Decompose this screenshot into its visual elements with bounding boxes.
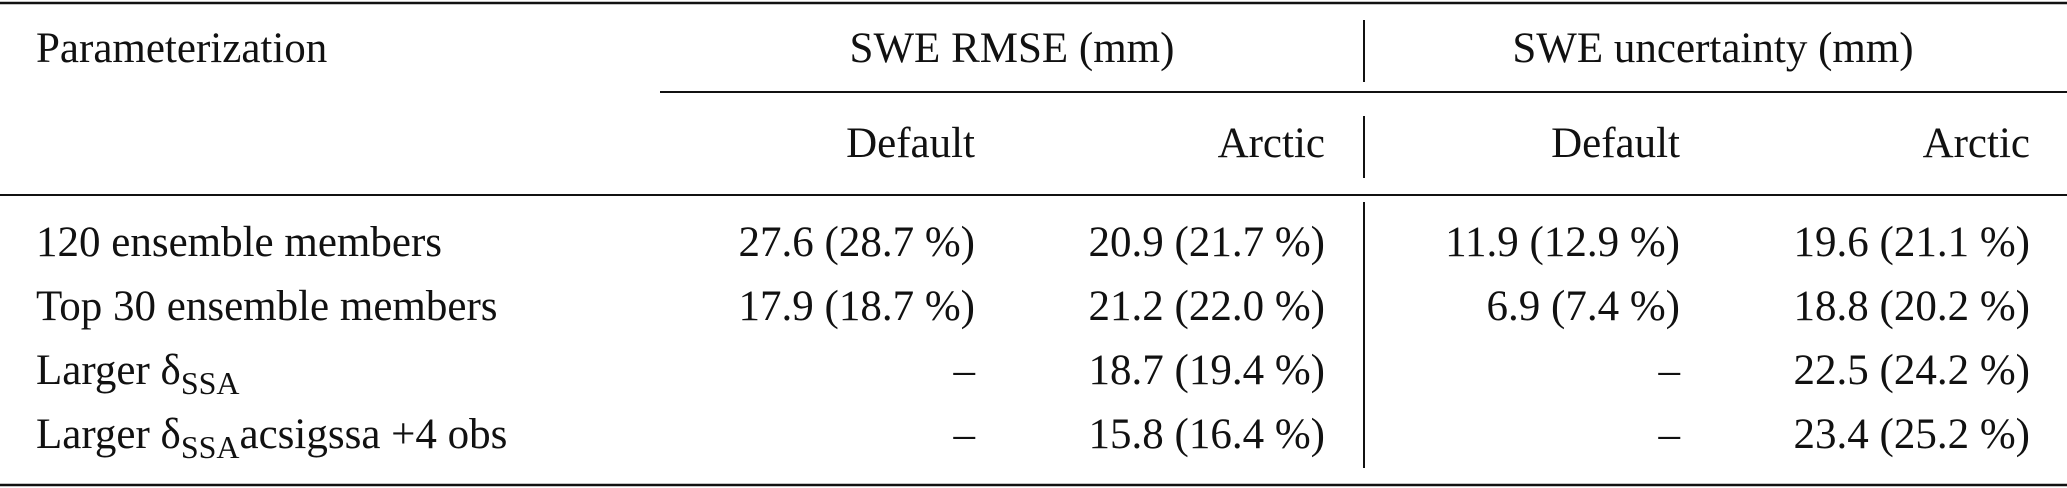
row-label: Larger δSSAacsigssa +4 obs xyxy=(36,411,507,465)
cell: – xyxy=(953,411,976,458)
label-text: acsigssa +4 obs xyxy=(240,411,508,458)
cell: 22.5 (24.2 %) xyxy=(1794,347,2030,394)
subscript: SSA xyxy=(181,365,240,401)
sub-header: Default xyxy=(846,120,975,167)
label-text: Larger δ xyxy=(36,411,181,458)
cell: 17.9 (18.7 %) xyxy=(739,283,975,330)
cell: 23.4 (25.2 %) xyxy=(1794,411,2030,458)
subscript: SSA xyxy=(181,429,240,465)
label-text: Top 30 ensemble members xyxy=(36,283,498,330)
sub-header: Arctic xyxy=(1218,120,1325,167)
label-text: Larger δ xyxy=(36,347,181,394)
cell: 11.9 (12.9 %) xyxy=(1445,219,1680,266)
row-label: Top 30 ensemble members xyxy=(36,283,498,330)
cell: – xyxy=(1658,411,1681,458)
cell: 18.8 (20.2 %) xyxy=(1794,283,2030,330)
group-header: SWE uncertainty (mm) xyxy=(1512,25,1913,72)
row-label: 120 ensemble members xyxy=(36,219,442,266)
sub-header: Default xyxy=(1551,120,1680,167)
group-header: SWE RMSE (mm) xyxy=(850,25,1175,72)
label-text: 120 ensemble members xyxy=(36,219,442,266)
cell: 18.7 (19.4 %) xyxy=(1089,347,1325,394)
sub-header: Arctic xyxy=(1923,120,2030,167)
cell: – xyxy=(1658,347,1681,394)
cell: 21.2 (22.0 %) xyxy=(1089,283,1325,330)
cell: – xyxy=(953,347,976,394)
cell: 19.6 (21.1 %) xyxy=(1794,219,2030,266)
cell: 20.9 (21.7 %) xyxy=(1089,219,1325,266)
cell: 6.9 (7.4 %) xyxy=(1487,283,1680,330)
header-cell: Parameterization xyxy=(36,25,327,72)
cell: 15.8 (16.4 %) xyxy=(1089,411,1325,458)
cell: 27.6 (28.7 %) xyxy=(739,219,975,266)
row-label: Larger δSSA xyxy=(36,347,240,401)
